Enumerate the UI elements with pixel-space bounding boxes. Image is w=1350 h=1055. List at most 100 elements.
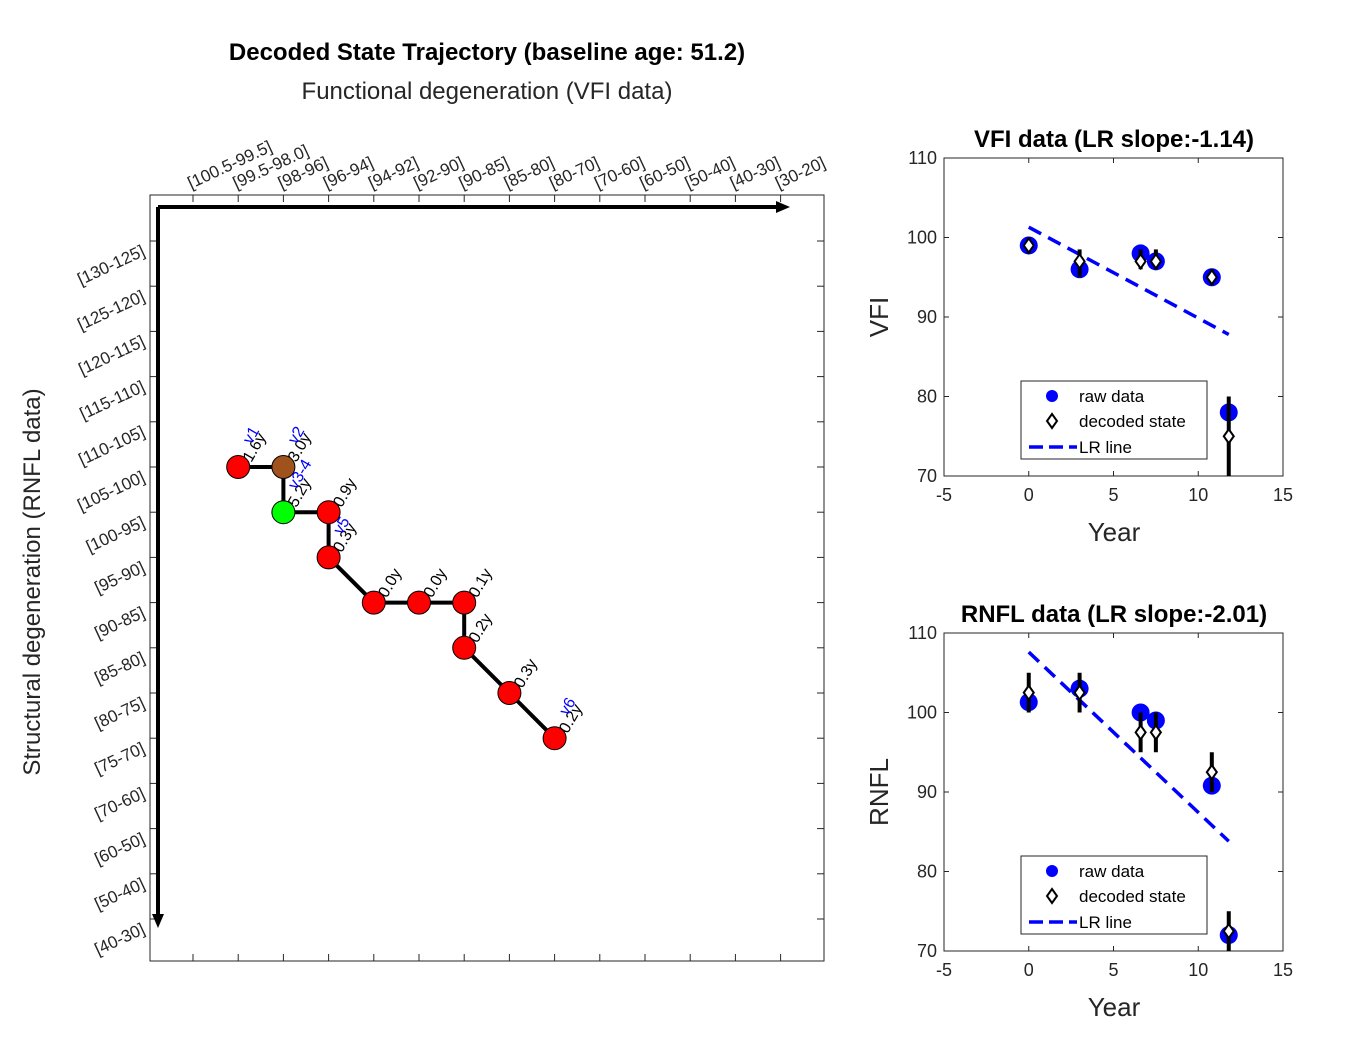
trajectory-chart: Decoded State Trajectory (baseline age: … bbox=[19, 39, 829, 962]
visit-label: v6 bbox=[556, 695, 579, 718]
x-tick-label: 10 bbox=[1188, 485, 1208, 505]
y-tick-label: 100 bbox=[907, 703, 937, 723]
x-tick-label: [40-30] bbox=[727, 153, 783, 193]
x-tick-label: 15 bbox=[1273, 485, 1293, 505]
rnfl-chart: RNFL data (LR slope:-2.01) RNFL Year -5 0… bbox=[864, 601, 1293, 1022]
x-tick-label: [60-50] bbox=[637, 153, 693, 193]
decoded-state-marker bbox=[1205, 268, 1219, 286]
y-tick-label: 80 bbox=[917, 862, 937, 882]
visit-label: v5 bbox=[330, 514, 353, 537]
vfi-chart: VFI data (LR slope:-1.14) VFI Year -5 0 5 1… bbox=[864, 126, 1293, 547]
y-tick-label: [105-100] bbox=[75, 467, 148, 515]
x-tick-label: [50-40] bbox=[682, 153, 738, 193]
trajectory-title: Decoded State Trajectory (baseline age: … bbox=[229, 39, 745, 66]
legend-raw-icon bbox=[1046, 390, 1058, 402]
x-tick-label: 5 bbox=[1108, 485, 1118, 505]
x-tick-label: 5 bbox=[1108, 960, 1118, 980]
x-tick-label: [96-94] bbox=[320, 153, 376, 193]
state-duration-label: 0.2y bbox=[466, 611, 496, 646]
y-tick-label: [95-90] bbox=[92, 558, 148, 598]
x-tick-label: [92-90] bbox=[411, 153, 467, 193]
vfi-plot: -5 0 5 10 15 70 80 90 100 110 raw data decoded stat… bbox=[907, 148, 1293, 505]
decoded-state-marker bbox=[1222, 922, 1235, 940]
state-duration-label: 0.1y bbox=[466, 566, 496, 601]
y-tick-label: [40-30] bbox=[92, 919, 148, 959]
trajectory-y-axis-label: Structural degeneration (RNFL data) bbox=[19, 388, 46, 775]
legend-entry: LR line bbox=[1079, 438, 1132, 457]
decoded-state-marker bbox=[1022, 236, 1035, 255]
legend-entry: decoded state bbox=[1079, 412, 1186, 431]
y-tick-label: 110 bbox=[908, 623, 937, 643]
state-marker bbox=[271, 500, 296, 525]
y-tick-label: [85-80] bbox=[92, 648, 148, 688]
rnfl-title: RNFL data (LR slope:-2.01) bbox=[961, 601, 1267, 628]
y-tick-label: [100-95] bbox=[83, 513, 148, 557]
y-tick-label: [115-110] bbox=[77, 377, 148, 424]
trajectory-y-tick-labels: [130-125][125-120][120-115][115-110][110… bbox=[75, 241, 148, 959]
y-tick-label: 90 bbox=[917, 782, 937, 802]
y-tick-label: [60-50] bbox=[92, 829, 148, 869]
decoded-state-marker bbox=[1073, 683, 1086, 702]
x-arrow-head-icon bbox=[776, 201, 790, 213]
legend-entry: decoded state bbox=[1079, 887, 1186, 906]
decoded-state-marker bbox=[1222, 427, 1235, 445]
x-tick-label: 10 bbox=[1188, 960, 1208, 980]
decoded-state-marker bbox=[1134, 252, 1147, 271]
y-tick-label: 100 bbox=[907, 228, 937, 248]
vfi-title: VFI data (LR slope:-1.14) bbox=[974, 126, 1254, 153]
decoded-state-marker bbox=[1149, 252, 1163, 271]
x-tick-label: [80-70] bbox=[546, 153, 602, 193]
legend-decoded-icon bbox=[1045, 887, 1059, 905]
y-tick-label: [130-125] bbox=[75, 241, 148, 289]
state-marker bbox=[316, 500, 341, 525]
legend-decoded-icon bbox=[1045, 412, 1059, 430]
legend-entry: LR line bbox=[1079, 913, 1132, 932]
trajectory-plot-box bbox=[149, 194, 825, 962]
y-tick-label: [90-85] bbox=[92, 603, 148, 643]
state-duration-label: 0.9y bbox=[330, 476, 360, 511]
state-marker bbox=[226, 455, 251, 479]
lr-line bbox=[1027, 225, 1230, 337]
x-tick-label: [30-20] bbox=[772, 153, 828, 193]
state-duration-label: 0.0y bbox=[376, 566, 406, 601]
trajectory-x-tick-labels: [100.5-99.5][99.5-98.0][98-96][96-94][94… bbox=[185, 137, 829, 193]
y-tick-label: [125-120] bbox=[75, 287, 148, 335]
y-tick-label: 70 bbox=[917, 941, 937, 961]
rnfl-plot: -5 0 5 10 15 70 80 90 100 110 raw data decoded stat… bbox=[907, 623, 1293, 980]
state-marker bbox=[497, 681, 522, 705]
legend-raw-icon bbox=[1046, 865, 1058, 877]
decoded-state-marker bbox=[1073, 252, 1086, 271]
y-tick-label: [70-60] bbox=[92, 784, 148, 824]
state-marker bbox=[271, 455, 296, 479]
x-tick-label: 0 bbox=[1024, 485, 1034, 505]
rnfl-y-axis-label: RNFL bbox=[864, 758, 894, 826]
x-tick-label: -5 bbox=[936, 960, 952, 980]
x-tick-label: [85-80] bbox=[501, 153, 557, 193]
vfi-x-axis-label: Year bbox=[1088, 517, 1141, 547]
x-tick-label: 15 bbox=[1273, 960, 1293, 980]
decoded-state-marker bbox=[1022, 683, 1035, 702]
x-tick-label: -5 bbox=[936, 485, 952, 505]
visit-label: v1 bbox=[240, 424, 263, 447]
trajectory-subtitle: Functional degeneration (VFI data) bbox=[302, 78, 673, 105]
y-tick-label: [110-105] bbox=[76, 422, 148, 469]
x-tick-label: 0 bbox=[1024, 960, 1034, 980]
decoded-state-marker bbox=[1134, 723, 1147, 742]
y-arrow-head-icon bbox=[152, 914, 164, 928]
legend-entry: raw data bbox=[1079, 387, 1145, 406]
x-tick-label: [94-92] bbox=[365, 153, 421, 193]
state-marker bbox=[407, 590, 431, 615]
state-duration-label: 0.0y bbox=[421, 566, 451, 601]
visit-label: v2 bbox=[285, 424, 308, 447]
y-tick-label: [50-40] bbox=[92, 874, 148, 914]
lr-line bbox=[1027, 650, 1230, 843]
state-marker bbox=[452, 590, 477, 615]
rnfl-x-axis-label: Year bbox=[1088, 992, 1141, 1022]
y-tick-label: [120-115] bbox=[76, 332, 148, 379]
y-tick-label: 110 bbox=[908, 148, 937, 168]
y-tick-label: [75-70] bbox=[92, 739, 148, 779]
legend-entry: raw data bbox=[1079, 862, 1145, 881]
state-duration-label: 0.3y bbox=[511, 656, 541, 691]
state-marker bbox=[361, 590, 386, 615]
